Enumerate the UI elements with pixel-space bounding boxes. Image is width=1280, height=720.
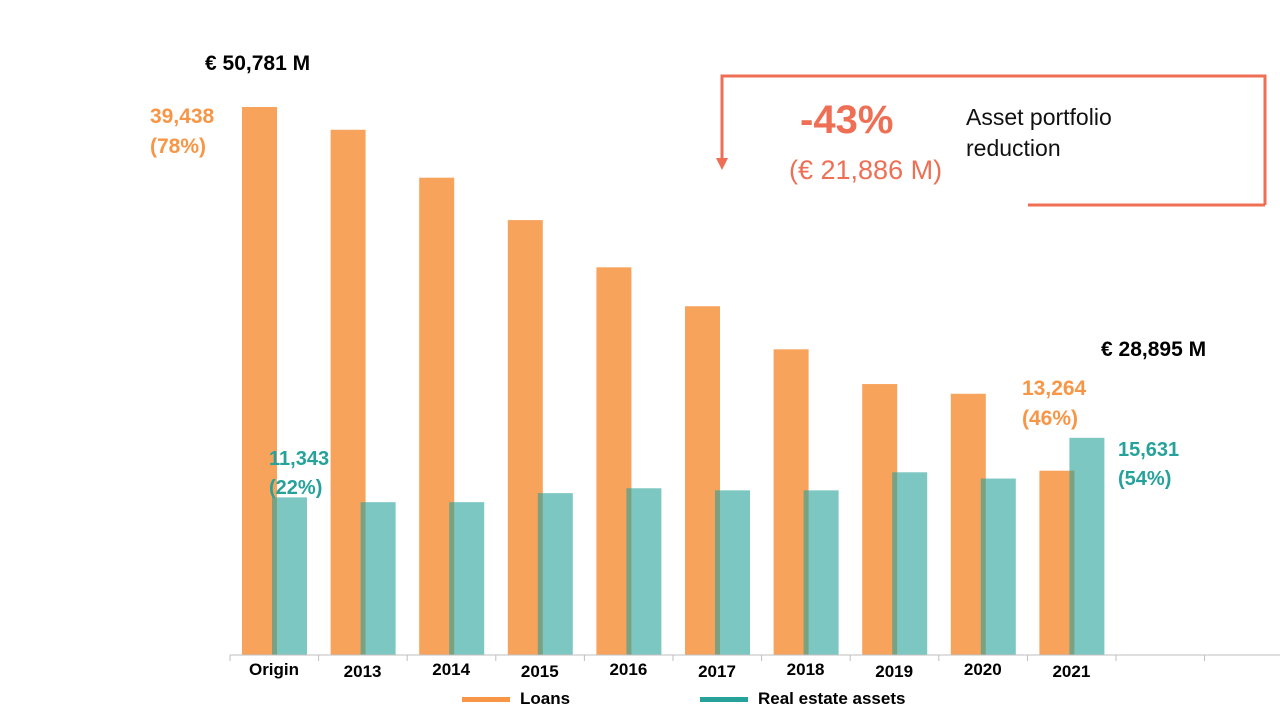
bar-loans-origin bbox=[242, 107, 277, 655]
bar-loans-2021 bbox=[1039, 470, 1075, 655]
reduction-amount: (€ 21,886 M) bbox=[789, 155, 943, 185]
bar-real-estate-2021 bbox=[1069, 437, 1105, 655]
x-tick-label-2016: 2016 bbox=[609, 660, 648, 679]
origin-re-value: 11,343 bbox=[269, 448, 330, 470]
bar-real-estate-2020 bbox=[980, 478, 1016, 655]
bar-loans-2016 bbox=[596, 267, 632, 655]
bar-loans-2013 bbox=[330, 129, 366, 655]
x-tick-label-2018: 2018 bbox=[786, 660, 825, 679]
bar-loans-2019 bbox=[862, 384, 898, 655]
x-tick-label-2019: 2019 bbox=[875, 662, 914, 681]
reduction-text-line2: reduction bbox=[966, 135, 1061, 161]
bar-loans-2015 bbox=[507, 220, 543, 656]
bar-loans-2020 bbox=[950, 393, 986, 655]
callout-arrow-icon bbox=[716, 158, 728, 170]
callout-bracket bbox=[720, 74, 1267, 207]
final-loans-percent: (46%) bbox=[1022, 407, 1079, 430]
origin-total-label: € 50,781 M bbox=[205, 52, 311, 75]
bars-group bbox=[242, 107, 1105, 656]
final-loans-value: 13,264 bbox=[1022, 377, 1087, 400]
bar-loans-2018 bbox=[773, 349, 809, 655]
bar-loans-2014 bbox=[419, 177, 455, 655]
reduction-percent: -43% bbox=[800, 98, 894, 142]
final-re-label: 15,631 (54%) bbox=[1118, 436, 1179, 494]
legend-label-real-estate: Real estate assets bbox=[758, 689, 906, 708]
bar-real-estate-origin bbox=[272, 497, 307, 655]
final-loans-label: 13,264 (46%) bbox=[1022, 374, 1086, 434]
origin-re-percent: (22%) bbox=[269, 477, 323, 499]
final-total-label: € 28,895 M bbox=[1101, 338, 1207, 361]
legend-item-loans: Loans bbox=[462, 689, 570, 709]
bar-real-estate-2014 bbox=[449, 502, 485, 655]
bar-real-estate-2019 bbox=[892, 472, 928, 655]
origin-loans-percent: (78%) bbox=[150, 135, 207, 158]
bar-real-estate-2015 bbox=[537, 493, 573, 655]
x-axis-ticks bbox=[229, 655, 1206, 661]
x-tick-label-2017: 2017 bbox=[698, 662, 736, 681]
bar-real-estate-2018 bbox=[803, 490, 839, 655]
bar-real-estate-2013 bbox=[360, 502, 396, 655]
x-tick-label-2014: 2014 bbox=[432, 660, 471, 679]
bar-loans-2017 bbox=[685, 306, 720, 655]
x-tick-label-2021: 2021 bbox=[1052, 662, 1091, 681]
bar-real-estate-2016 bbox=[626, 488, 662, 655]
bar-real-estate-2017 bbox=[715, 490, 750, 655]
origin-loans-label: 39,438 (78%) bbox=[150, 102, 214, 162]
x-tick-label-2013: 2013 bbox=[343, 662, 382, 681]
legend-label-loans: Loans bbox=[520, 689, 571, 708]
x-tick-label-2020: 2020 bbox=[963, 660, 1002, 679]
legend-swatch-real-estate bbox=[700, 696, 748, 702]
reduction-text-line1: Asset portfolio bbox=[966, 104, 1112, 130]
legend-item-real-estate: Real estate assets bbox=[700, 689, 905, 709]
final-re-value: 15,631 bbox=[1118, 439, 1180, 461]
origin-re-label: 11,343 (22%) bbox=[269, 445, 329, 503]
x-tick-label-2015: 2015 bbox=[520, 662, 559, 681]
reduction-description: Asset portfolio reduction bbox=[966, 102, 1112, 164]
origin-loans-value: 39,438 bbox=[150, 105, 215, 128]
legend-swatch-loans bbox=[462, 696, 510, 702]
final-re-percent: (54%) bbox=[1118, 468, 1172, 490]
x-tick-label-origin: Origin bbox=[248, 660, 300, 679]
